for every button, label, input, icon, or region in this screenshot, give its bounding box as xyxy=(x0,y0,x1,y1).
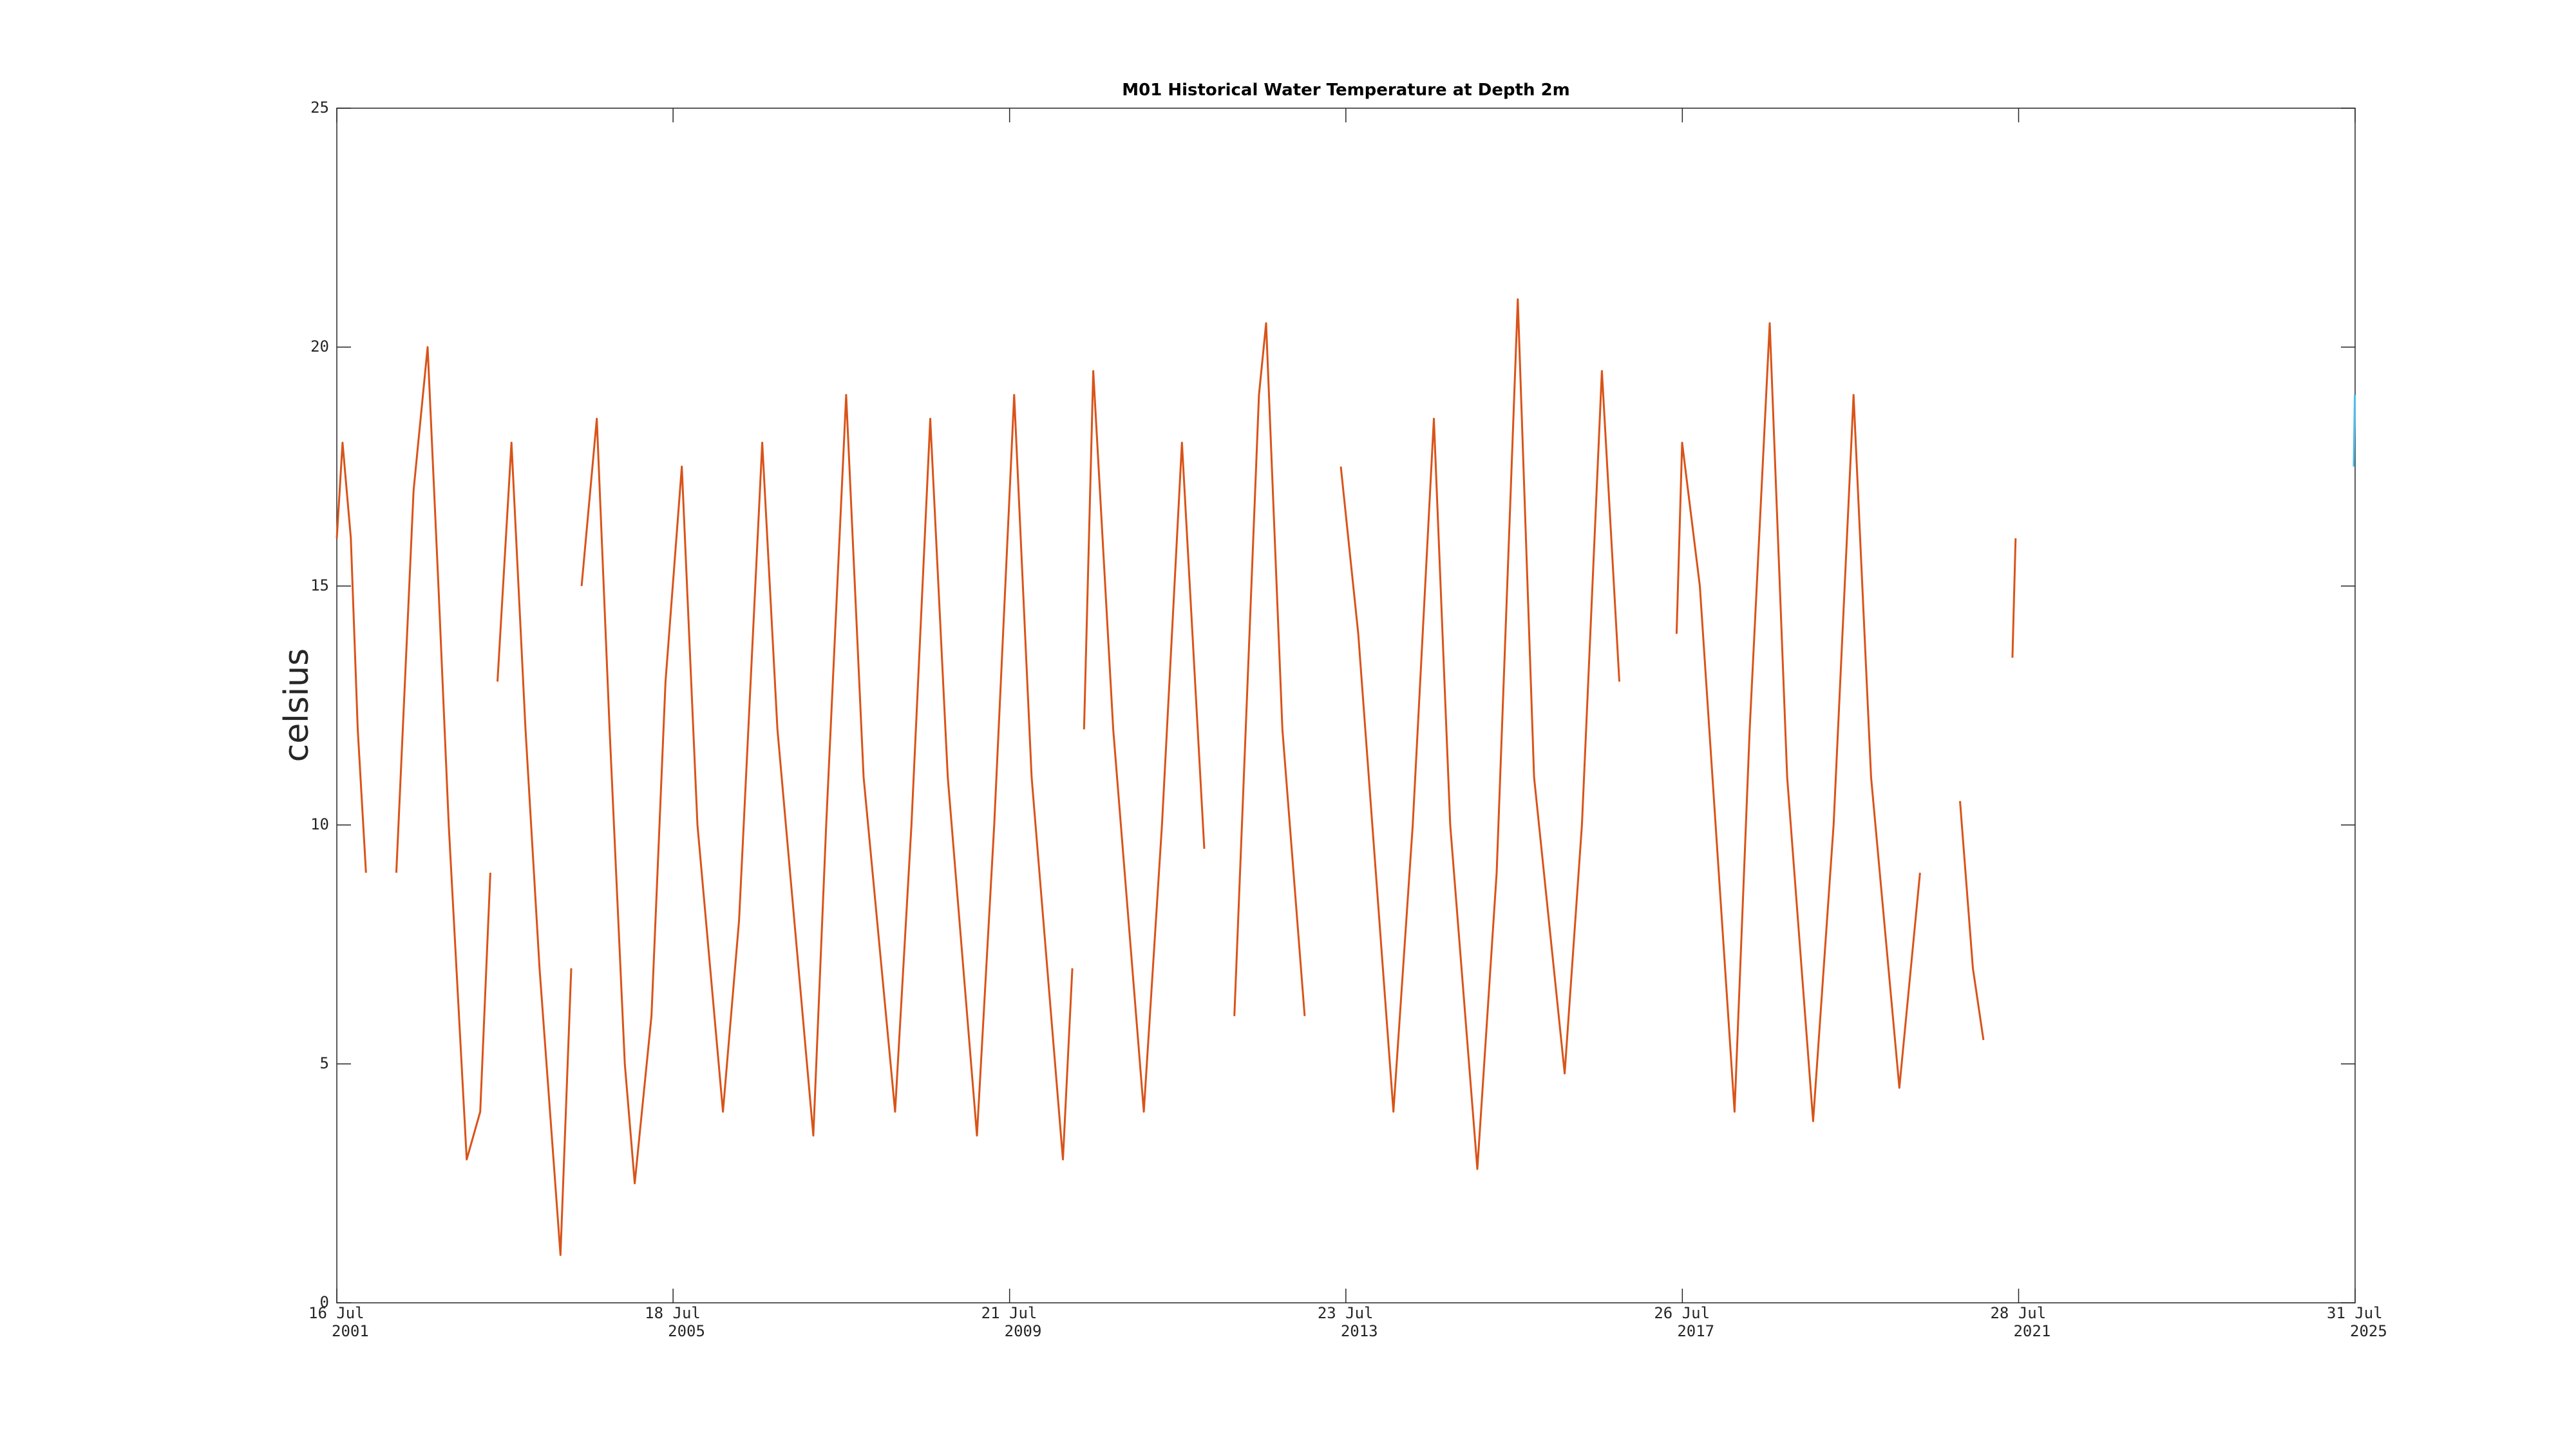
x-tick-label: 28 Jul xyxy=(1990,1304,2046,1322)
y-tick-label: 5 xyxy=(320,1054,329,1072)
y-tick-label: 15 xyxy=(310,576,329,594)
x-tick-label: 2025 xyxy=(2350,1322,2387,1340)
x-tick-label: 23 Jul xyxy=(1318,1304,1374,1322)
y-tick-label: 25 xyxy=(310,99,329,117)
x-tick-label: 2021 xyxy=(2013,1322,2050,1340)
x-tick-label: 31 Jul xyxy=(2327,1304,2383,1322)
x-tick-label: 26 Jul xyxy=(1654,1304,1710,1322)
x-tick-label: 2017 xyxy=(1677,1322,1714,1340)
x-tick-label: 2005 xyxy=(668,1322,705,1340)
x-tick-label: 18 Jul xyxy=(645,1304,701,1322)
y-tick-label: 10 xyxy=(310,815,329,833)
x-tick-label: 16 Jul xyxy=(308,1304,365,1322)
data-line xyxy=(336,298,2017,1256)
x-tick-label: 2009 xyxy=(1005,1322,1042,1340)
x-tick-label: 2001 xyxy=(332,1322,369,1340)
y-tick-label: 0 xyxy=(320,1293,329,1311)
x-tick-label: 21 Jul xyxy=(981,1304,1037,1322)
x-tick-label: 2013 xyxy=(1341,1322,1378,1340)
y-tick-label: 20 xyxy=(310,337,329,355)
chart-title: M01 Historical Water Temperature at Dept… xyxy=(1122,80,1570,100)
y-axis-label: celsius xyxy=(278,649,316,762)
data-line xyxy=(2353,395,2356,467)
